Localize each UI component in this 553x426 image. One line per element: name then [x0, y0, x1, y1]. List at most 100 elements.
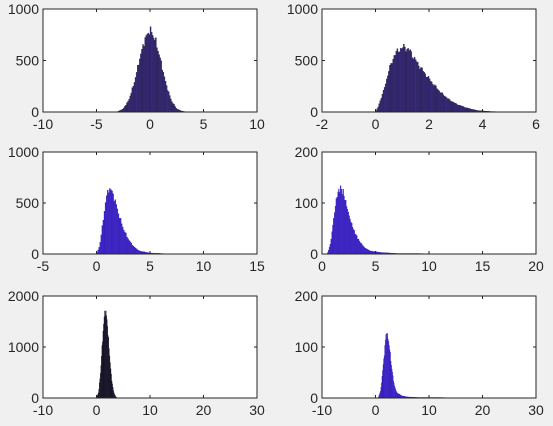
histogram-bar — [149, 26, 152, 113]
histogram-bar — [425, 76, 428, 113]
histogram-bar — [401, 48, 403, 113]
histogram-bar — [102, 219, 105, 255]
histogram-bar — [414, 59, 417, 113]
y-tick-label: 200 — [295, 144, 319, 160]
histogram-bar — [174, 106, 176, 113]
x-tick-label: -10 — [312, 402, 332, 418]
histogram-bar — [453, 102, 455, 113]
histogram-bar — [412, 58, 415, 113]
histogram-bar — [158, 54, 160, 113]
histogram-bar — [429, 81, 432, 113]
histogram-bar — [381, 94, 384, 113]
histogram-bar — [170, 98, 172, 113]
histogram-bar — [97, 249, 99, 255]
histogram-bar — [456, 104, 459, 113]
y-tick-label: 1000 — [8, 144, 39, 160]
histogram-bar — [455, 103, 457, 113]
x-tick-label: 6 — [532, 116, 540, 132]
x-tick-label: 10 — [421, 402, 437, 418]
x-tick-label: 15 — [475, 258, 491, 274]
histogram-bar — [166, 90, 169, 113]
histogram-bar — [138, 64, 140, 113]
x-tick-label: 0 — [372, 402, 380, 418]
histogram-bar — [424, 73, 426, 113]
histogram-bar — [440, 92, 442, 113]
x-tick-label: 0 — [93, 402, 101, 418]
x-tick-label: 20 — [196, 402, 212, 418]
x-tick-label: 10 — [142, 402, 158, 418]
histogram-bar — [392, 59, 394, 113]
histogram-bar — [131, 245, 134, 255]
histogram-bar — [130, 92, 132, 113]
x-tick-label: 10 — [249, 116, 265, 132]
histogram-bar — [411, 57, 414, 113]
histogram-bar — [463, 106, 465, 113]
histogram-bar — [422, 70, 424, 113]
histogram-bar — [144, 37, 146, 113]
histogram-bar — [111, 190, 113, 255]
y-tick-label: 500 — [16, 53, 40, 69]
axes-border — [321, 295, 537, 399]
x-tick-label: 4 — [479, 116, 487, 132]
axes-border — [42, 8, 258, 113]
histogram-bar — [428, 78, 431, 113]
histogram-bar — [146, 33, 149, 113]
y-tick-label: 0 — [310, 390, 318, 406]
bar-group — [117, 26, 188, 113]
histogram-bar — [430, 81, 433, 113]
histogram-bar — [397, 51, 400, 113]
bar-group — [327, 185, 440, 255]
histogram-bar — [464, 107, 466, 113]
histogram-bar — [383, 87, 386, 113]
histogram-bar — [137, 65, 139, 113]
histogram-bar — [427, 76, 430, 113]
histogram-bar — [157, 50, 159, 113]
histogram-bar — [393, 55, 395, 113]
y-tick-label: 0 — [310, 104, 318, 120]
histogram-bar — [108, 192, 110, 255]
y-tick-label: 500 — [295, 53, 319, 69]
histogram-bar — [147, 32, 150, 113]
histogram-bar — [378, 103, 380, 113]
histogram-bar — [98, 247, 100, 255]
histogram-bar — [451, 101, 453, 113]
histogram-bar — [449, 99, 451, 113]
histogram-bar — [432, 83, 434, 113]
histogram-bar — [107, 189, 109, 255]
histogram-bar — [175, 107, 177, 113]
y-tick-label: 1000 — [287, 1, 318, 17]
histogram-bar — [466, 107, 468, 113]
histogram-bar — [169, 95, 171, 113]
y-tick-label: 200 — [295, 288, 319, 304]
histogram-bar — [379, 100, 381, 113]
histogram-bar — [408, 50, 410, 113]
histogram-bar — [391, 63, 393, 113]
histogram-bar — [109, 188, 111, 255]
histogram-bar — [114, 199, 116, 255]
histogram-bar — [101, 225, 104, 255]
axes-box — [321, 151, 537, 255]
histogram-bar — [423, 72, 425, 113]
histogram-bar — [137, 249, 139, 255]
histogram-bar — [153, 37, 155, 113]
y-tick-label: 1000 — [8, 1, 39, 17]
x-tick-label: 5 — [146, 258, 154, 274]
histogram-bar — [127, 238, 129, 255]
histogram-bar — [413, 56, 416, 113]
histogram-bar — [103, 211, 106, 255]
y-tick-label: 0 — [31, 104, 39, 120]
histogram-bar — [460, 105, 463, 113]
x-tick-label: 0 — [372, 116, 380, 132]
histogram-bar — [457, 105, 460, 113]
histogram-bar — [459, 105, 462, 113]
histogram-bar — [112, 193, 114, 255]
histogram-bar — [454, 103, 456, 113]
histogram-bar — [123, 229, 125, 255]
axes-box — [42, 295, 258, 399]
x-tick-label: -10 — [33, 116, 53, 132]
x-tick-label: 30 — [249, 402, 265, 418]
histogram-bar — [437, 89, 439, 113]
